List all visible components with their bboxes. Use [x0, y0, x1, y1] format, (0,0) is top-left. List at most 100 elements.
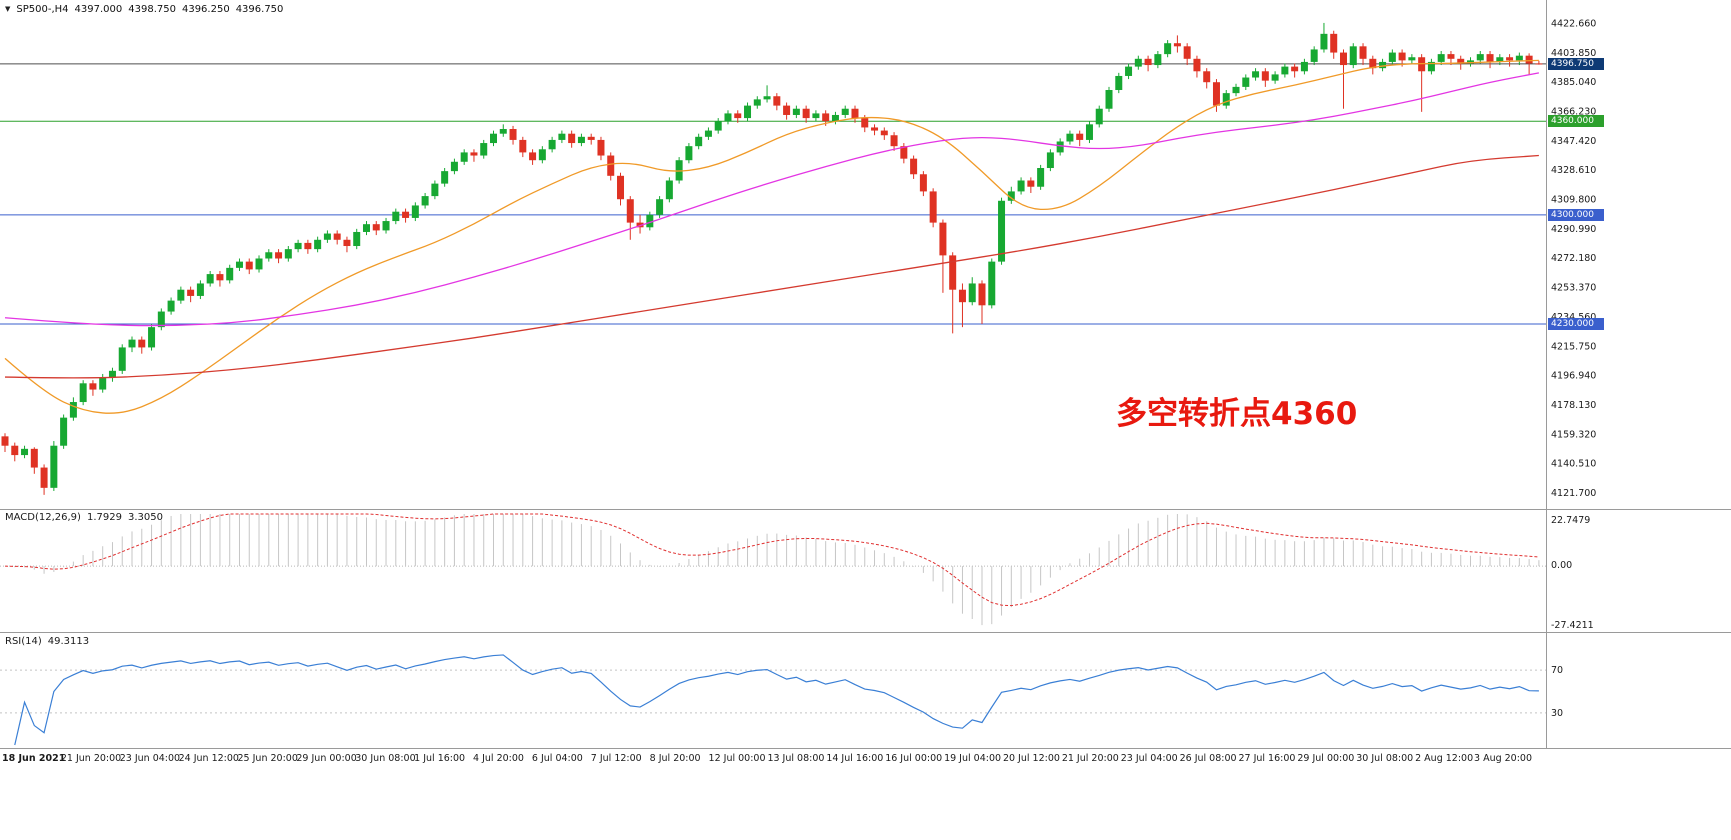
candle-body [1261, 71, 1269, 81]
time-axis-label: 23 Jun 04:00 [120, 753, 180, 764]
moving-average-slow [4, 154, 1539, 379]
time-axis-label: 7 Jul 12:00 [591, 753, 642, 764]
price-tick-label: 4422.660 [1551, 18, 1596, 29]
price-tick-label: 4215.750 [1551, 341, 1596, 352]
candle-body [1398, 52, 1406, 61]
price-tick-label: 4196.940 [1551, 371, 1596, 382]
time-axis-label: 29 Jun 00:00 [296, 753, 356, 764]
candle-body [30, 448, 38, 468]
candle-body [1271, 74, 1279, 81]
time-axis-label: 16 Jul 00:00 [885, 753, 942, 764]
candle-body [1379, 61, 1387, 69]
candle-body [900, 146, 908, 159]
candle-body [1017, 180, 1025, 192]
candle-body [353, 231, 361, 247]
candle-body [1359, 46, 1367, 59]
candle-body [968, 283, 976, 303]
candle-body [949, 255, 957, 290]
candle-body [919, 174, 927, 192]
candle-body [50, 445, 58, 488]
macd-title: MACD(12,26,9) [5, 512, 81, 523]
time-axis-label: 14 Jul 16:00 [826, 753, 883, 764]
candle-body [1154, 54, 1162, 66]
candle-body [1447, 54, 1455, 59]
candle-body [548, 139, 556, 150]
time-axis-label: 23 Jul 04:00 [1121, 753, 1178, 764]
candle-body [216, 274, 224, 281]
chart-text-annotation[interactable]: 多空转折点4360 [1116, 396, 1358, 432]
candle-body [1, 436, 9, 446]
candle-body [939, 222, 947, 256]
candle-body [1427, 61, 1435, 72]
candle-body [1291, 66, 1299, 72]
candle-body [695, 136, 703, 147]
candle-body [1007, 191, 1015, 201]
candle-body [402, 211, 410, 218]
candle-body [802, 108, 810, 119]
candle-body [255, 258, 263, 270]
candle-body [411, 205, 419, 218]
candle-body [958, 289, 966, 303]
candle-body [998, 200, 1006, 262]
candle-body [421, 196, 429, 206]
candle-body [831, 114, 839, 122]
candle-body [988, 261, 996, 306]
chart-canvas[interactable]: 70 30 4422.660 4403.850 4385.040 4366.230 4347… [0, 0, 1731, 770]
candle-body [626, 199, 634, 223]
candle-body [304, 242, 312, 250]
quote-high: 4398.750 [128, 4, 176, 15]
time-axis-label: 4 Jul 20:00 [473, 753, 524, 764]
quote-open: 4397.000 [74, 4, 123, 15]
candle-body [206, 274, 214, 284]
candle-body [763, 96, 771, 100]
candle-body [773, 96, 781, 106]
candle-body [1349, 46, 1357, 66]
candle-body [1486, 54, 1494, 62]
candle-body [587, 136, 595, 140]
candle-body [490, 133, 497, 144]
candle-body [1193, 58, 1201, 72]
candle-body [1418, 57, 1426, 72]
candle-body [978, 283, 986, 306]
candle-body [480, 143, 488, 156]
time-axis-label: 18 Jun 2021 [2, 753, 65, 764]
price-tick-label: 4234.560 [1551, 312, 1596, 323]
candle-body [382, 221, 390, 231]
time-axis-label: 26 Jul 08:00 [1180, 753, 1237, 764]
price-tick-label: 4159.320 [1551, 429, 1596, 440]
candle-body [675, 160, 683, 181]
macd-value-signal: 3.3050 [127, 512, 163, 523]
candle-body [157, 311, 165, 328]
candle-body [890, 135, 898, 147]
price-tick-label: 4178.130 [1551, 400, 1596, 411]
price-badge-support-level: 4300.000 [1548, 208, 1604, 221]
price-axis-ticks: 4422.660 4403.850 4385.040 4366.230 4347.420… [1551, 18, 1596, 499]
candle-body [372, 224, 380, 231]
rsi-value: 49.3113 [47, 636, 90, 647]
candle-body [1222, 93, 1230, 106]
time-axis-label: 1 Jul 16:00 [414, 753, 465, 764]
candle-body [1076, 133, 1084, 140]
candle-body [1252, 71, 1260, 78]
candle-body [529, 152, 537, 161]
time-axis-label: 20 Jul 12:00 [1003, 753, 1060, 764]
candle-body [196, 283, 204, 296]
price-tick-label: 4366.230 [1551, 106, 1596, 117]
candle-body [450, 161, 458, 172]
candle-body [792, 108, 800, 115]
candle-body [1515, 55, 1523, 61]
candle-body [929, 191, 937, 223]
candle-body [1046, 152, 1054, 169]
candle-body [343, 239, 351, 247]
candle-body [636, 222, 644, 228]
rsi-indicator-label: RSI(14) 49.3113 [5, 636, 95, 647]
candle-body [148, 327, 156, 348]
symbol-timeframe: SP500-,H4 [16, 4, 69, 15]
symbol-marker-icon: ▼ [5, 5, 11, 13]
candle-body [138, 339, 146, 348]
candle-body [499, 129, 507, 134]
candle-body [1027, 180, 1035, 187]
candle-body [1164, 43, 1172, 55]
candle-body [69, 402, 77, 418]
